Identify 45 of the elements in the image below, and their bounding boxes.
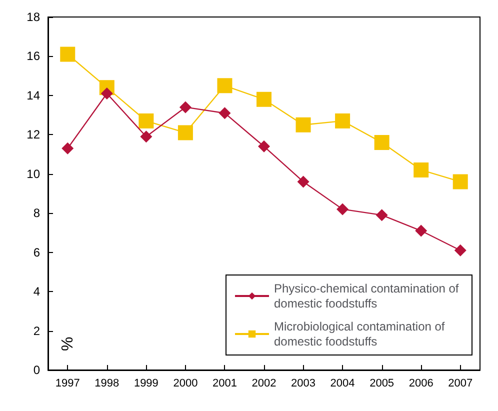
point xyxy=(415,224,428,237)
point xyxy=(296,117,311,132)
y-tick-label: 16 xyxy=(26,49,40,64)
x-tick-label: 1999 xyxy=(134,378,158,390)
y-tick-label: 0 xyxy=(33,363,40,377)
x-tick-label: 1998 xyxy=(94,378,120,390)
point xyxy=(140,130,152,143)
point xyxy=(336,203,349,216)
point xyxy=(258,140,270,152)
x-tick-label: 2005 xyxy=(370,378,394,390)
y-axis-title: % xyxy=(60,336,76,351)
y-tick-label: 12 xyxy=(26,128,40,142)
point xyxy=(414,162,429,178)
legend-label: Physico-chemical contamination of domestic foodstuffs xyxy=(274,282,462,310)
point xyxy=(376,209,388,222)
point xyxy=(374,135,390,150)
point xyxy=(100,87,113,100)
y-tick-label: 8 xyxy=(33,206,40,220)
x-tick-label: 2004 xyxy=(330,378,355,390)
x-tick-label: 2006 xyxy=(408,378,434,390)
x-tick-label: 2000 xyxy=(173,378,198,390)
y-tick-label: 10 xyxy=(26,166,40,181)
point xyxy=(297,176,310,188)
x-tick-label: 2001 xyxy=(212,378,237,390)
x-tick-label: 1997 xyxy=(55,378,80,390)
point xyxy=(218,107,231,120)
point xyxy=(138,113,154,128)
point xyxy=(178,125,193,140)
y-tick-label: 14 xyxy=(26,88,40,102)
y-tick-label: 4 xyxy=(33,284,40,299)
point xyxy=(217,78,232,94)
point xyxy=(454,244,466,256)
y-tick-label: 6 xyxy=(33,245,40,260)
y-tick-label: 18 xyxy=(26,10,40,24)
point xyxy=(60,46,76,62)
y-tick-label: 2 xyxy=(33,324,40,338)
point xyxy=(62,142,74,154)
point xyxy=(256,92,272,107)
point xyxy=(335,113,350,128)
x-tick-label: 2002 xyxy=(252,378,276,390)
legend-label: Microbiological contamination of domestic foodstuffs xyxy=(274,320,448,348)
x-tick-label: 2003 xyxy=(291,378,316,390)
point xyxy=(179,101,192,114)
point xyxy=(452,174,468,190)
x-tick-label: 2007 xyxy=(448,378,473,390)
